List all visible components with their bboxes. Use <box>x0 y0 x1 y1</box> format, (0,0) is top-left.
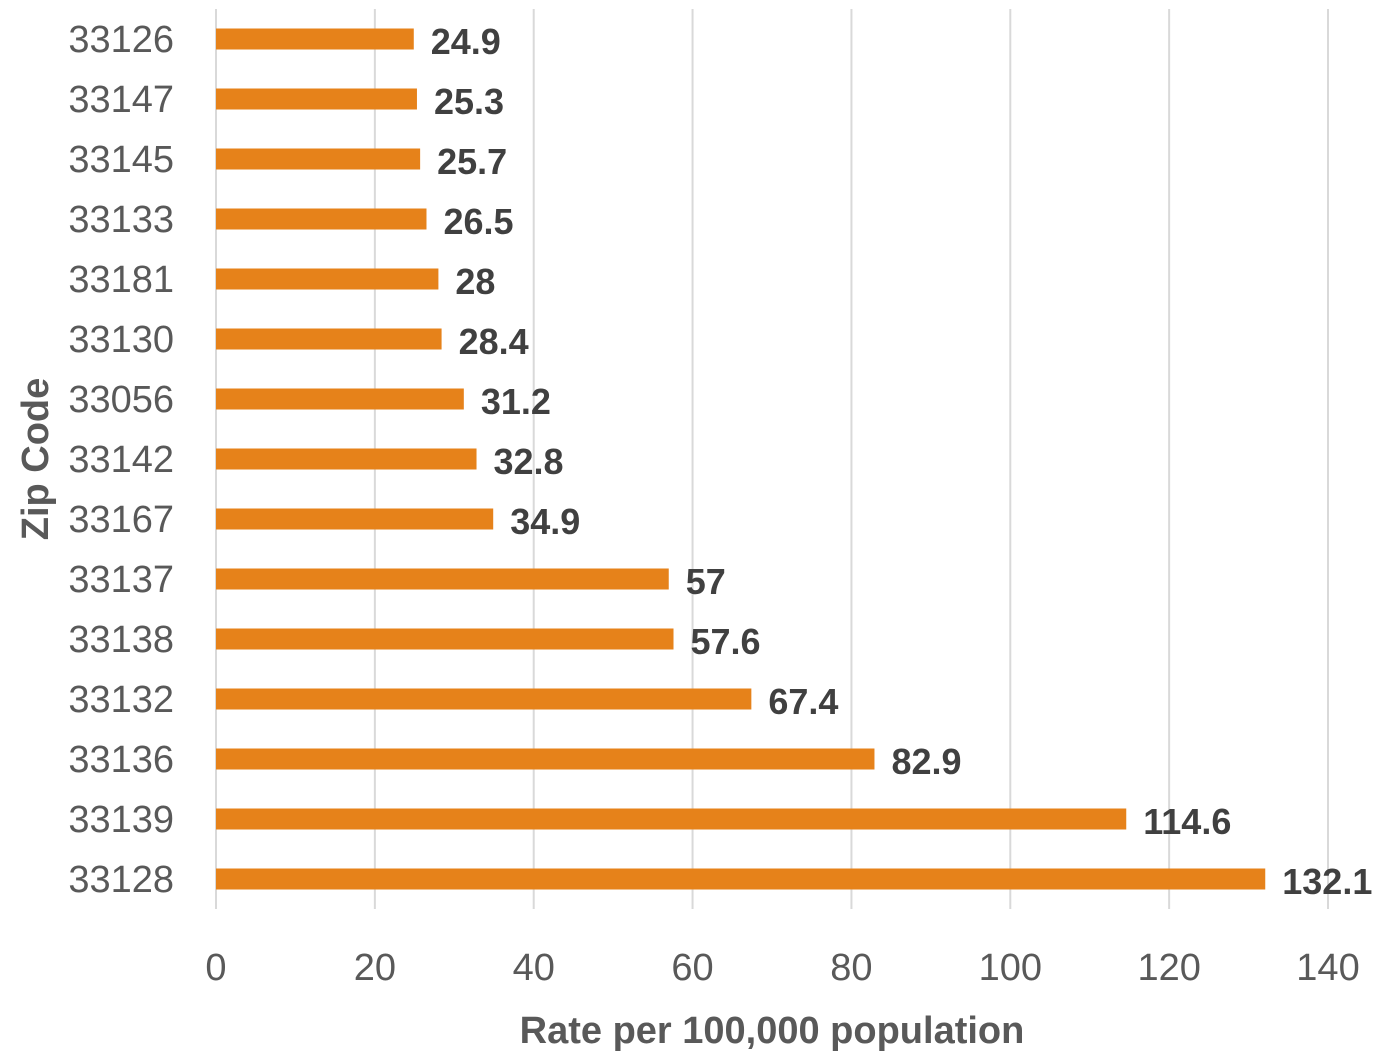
y-tick-label: 33128 <box>68 859 174 901</box>
y-tick-label: 33181 <box>68 259 174 301</box>
bar <box>216 448 477 470</box>
bar <box>216 388 464 410</box>
y-tick-label: 33056 <box>68 379 174 421</box>
x-tick-label: 80 <box>830 947 872 989</box>
bars <box>216 28 1266 890</box>
x-tick-label: 100 <box>979 947 1042 989</box>
data-label: 57.6 <box>691 621 761 662</box>
x-tick-label: 0 <box>205 947 226 989</box>
y-axis-title: Zip Code <box>15 378 57 541</box>
x-tick-label: 60 <box>671 947 713 989</box>
x-tick-labels: 0 20 40 60 80 100 120 140 <box>205 947 1359 989</box>
data-label: 67.4 <box>768 681 838 722</box>
bar <box>216 748 875 770</box>
y-tick-label: 33132 <box>68 679 174 721</box>
y-tick-label: 33136 <box>68 739 174 781</box>
y-tick-label: 33145 <box>68 139 174 181</box>
data-label: 34.9 <box>510 501 580 542</box>
y-tick-label: 33137 <box>68 559 174 601</box>
y-tick-label: 33126 <box>68 19 174 61</box>
data-label: 26.5 <box>443 201 513 242</box>
x-tick-label: 120 <box>1137 947 1200 989</box>
bar <box>216 688 752 710</box>
data-label: 25.7 <box>437 141 507 182</box>
y-tick-label: 33139 <box>68 799 174 841</box>
data-label: 24.9 <box>431 21 501 62</box>
bar <box>216 568 669 590</box>
y-tick-labels: 33126 33147 33145 33133 33181 33130 33056 33142… <box>68 19 174 901</box>
data-label: 28 <box>455 261 495 302</box>
bar <box>216 868 1266 890</box>
bar <box>216 88 417 110</box>
bar <box>216 508 494 530</box>
y-tick-label: 33167 <box>68 499 174 541</box>
y-tick-label: 33142 <box>68 439 174 481</box>
bar <box>216 208 427 230</box>
data-label: 114.6 <box>1143 801 1231 842</box>
data-label: 132.1 <box>1282 861 1372 902</box>
y-tick-label: 33133 <box>68 199 174 241</box>
bar <box>216 328 442 350</box>
y-tick-label: 33147 <box>68 79 174 121</box>
bar <box>216 628 674 650</box>
data-label: 25.3 <box>434 81 504 122</box>
bar <box>216 808 1127 830</box>
data-label: 82.9 <box>891 741 961 782</box>
bar <box>216 28 414 50</box>
x-axis-title: Rate per 100,000 population <box>520 1010 1025 1052</box>
y-tick-label: 33130 <box>68 319 174 361</box>
data-label: 57 <box>686 561 726 602</box>
bar <box>216 148 421 170</box>
x-tick-label: 40 <box>513 947 555 989</box>
data-label: 32.8 <box>494 441 564 482</box>
bar <box>216 268 439 290</box>
data-label: 31.2 <box>481 381 551 422</box>
y-tick-label: 33138 <box>68 619 174 661</box>
data-labels: 24.9 25.3 25.7 26.5 28 28.4 31.2 32.8 34.9 57 57.6… <box>431 21 1373 902</box>
x-tick-label: 20 <box>354 947 396 989</box>
data-label: 28.4 <box>459 321 529 362</box>
x-tick-label: 140 <box>1296 947 1359 989</box>
